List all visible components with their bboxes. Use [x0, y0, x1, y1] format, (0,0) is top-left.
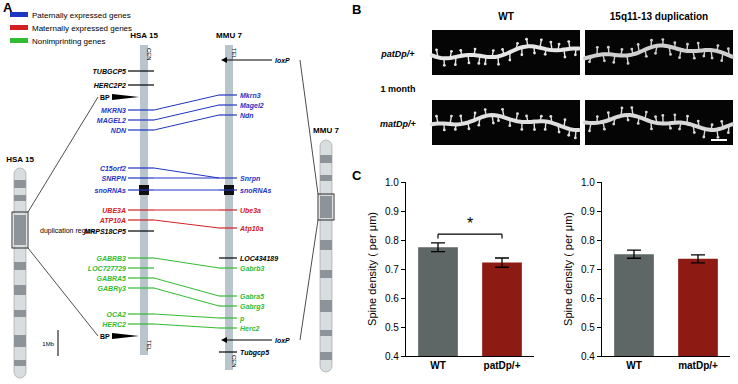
svg-text:1Mb: 1Mb	[42, 341, 54, 347]
svg-text:HERC2: HERC2	[102, 321, 126, 328]
svg-text:Tubgcp5: Tubgcp5	[240, 349, 269, 357]
svg-text:0.8: 0.8	[385, 235, 399, 246]
svg-text:Snrpn: Snrpn	[240, 175, 260, 183]
svg-text:C: C	[352, 168, 362, 183]
svg-text:0.6: 0.6	[385, 293, 399, 304]
svg-text:UBE3A: UBE3A	[102, 207, 126, 214]
svg-text:0.4: 0.4	[581, 351, 595, 362]
svg-text:p: p	[239, 315, 245, 323]
svg-text:Nonimprinting genes: Nonimprinting genes	[32, 37, 105, 46]
svg-text:Spine density ( per μm): Spine density ( per μm)	[562, 212, 574, 326]
svg-text:CEN: CEN	[231, 355, 237, 368]
svg-text:MMU 7: MMU 7	[313, 126, 339, 135]
svg-text:MMU 7: MMU 7	[216, 31, 242, 40]
svg-text:0.7: 0.7	[581, 264, 595, 275]
svg-text:0.8: 0.8	[581, 235, 595, 246]
svg-text:0.5: 0.5	[581, 322, 595, 333]
svg-text:OCA2: OCA2	[107, 311, 127, 318]
svg-text:0.5: 0.5	[385, 322, 399, 333]
svg-text:matDp/+: matDp/+	[380, 119, 417, 129]
svg-text:TEL: TEL	[146, 340, 152, 352]
svg-text:Paternally expressed genes: Paternally expressed genes	[32, 11, 131, 20]
svg-text:CEN: CEN	[146, 48, 152, 61]
svg-text:SNRPN: SNRPN	[101, 175, 126, 182]
svg-text:ATP10A: ATP10A	[99, 217, 126, 224]
svg-text:snoRNAs: snoRNAs	[240, 187, 272, 194]
svg-text:patDp/+: patDp/+	[380, 49, 415, 59]
svg-text:WT: WT	[430, 360, 446, 371]
svg-text:NDN: NDN	[111, 127, 127, 134]
svg-text:HSA 15: HSA 15	[130, 31, 158, 40]
svg-text:1.0: 1.0	[581, 177, 595, 188]
svg-text:MAGEL2: MAGEL2	[97, 117, 126, 124]
svg-text:HSA 15: HSA 15	[6, 155, 34, 164]
svg-text:TEL: TEL	[231, 48, 237, 60]
svg-text:0.6: 0.6	[581, 293, 595, 304]
svg-text:MKRN3: MKRN3	[101, 107, 126, 114]
svg-text:WT: WT	[498, 11, 514, 22]
svg-text:1 month: 1 month	[381, 84, 416, 94]
svg-text:A: A	[3, 0, 13, 15]
svg-text:0.9: 0.9	[581, 206, 595, 217]
svg-text:B: B	[352, 2, 361, 17]
svg-text:1.0: 1.0	[385, 177, 399, 188]
svg-text:Ndn: Ndn	[240, 112, 254, 119]
svg-text:BP: BP	[100, 333, 110, 340]
svg-text:matDp/+: matDp/+	[678, 360, 718, 371]
svg-text:0.7: 0.7	[385, 264, 399, 275]
svg-text:Mkrn3: Mkrn3	[240, 92, 261, 99]
svg-text:GABRA5: GABRA5	[96, 275, 126, 282]
svg-text:loxP: loxP	[275, 57, 290, 64]
svg-text:GABRB3: GABRB3	[96, 255, 126, 262]
svg-text:Gabra5: Gabra5	[240, 293, 264, 300]
svg-text:Maternally expressed genes: Maternally expressed genes	[32, 24, 132, 33]
svg-text:loxP: loxP	[275, 337, 290, 344]
svg-text:MRPS18CP5: MRPS18CP5	[84, 227, 126, 235]
svg-text:duplication region: duplication region	[40, 227, 95, 235]
svg-text:Ube3a: Ube3a	[240, 207, 261, 214]
svg-text:*: *	[467, 215, 473, 232]
svg-text:Spine density ( per μm): Spine density ( per μm)	[366, 212, 378, 326]
svg-text:15q11-13 duplication: 15q11-13 duplication	[610, 11, 708, 22]
svg-text:snoRNAs: snoRNAs	[94, 187, 126, 194]
svg-text:Gabrb3: Gabrb3	[240, 265, 265, 272]
svg-text:BP: BP	[100, 94, 110, 101]
svg-text:LOC727729: LOC727729	[88, 265, 126, 272]
svg-text:Gabrg3: Gabrg3	[240, 303, 265, 311]
svg-text:Herc2: Herc2	[240, 325, 260, 332]
svg-text:TUBGCP5: TUBGCP5	[93, 68, 127, 75]
svg-text:Atp10a: Atp10a	[239, 225, 263, 233]
svg-text:patDp/+: patDp/+	[484, 360, 521, 371]
svg-text:0.4: 0.4	[385, 351, 399, 362]
svg-text:LOC434189: LOC434189	[240, 255, 278, 262]
svg-text:Magel2: Magel2	[240, 102, 264, 110]
svg-text:WT: WT	[626, 360, 642, 371]
svg-text:C15orf2: C15orf2	[100, 165, 126, 172]
svg-text:HERC2P2: HERC2P2	[94, 82, 126, 89]
svg-text:0.9: 0.9	[385, 206, 399, 217]
svg-text:GABRγ3: GABRγ3	[98, 285, 127, 293]
